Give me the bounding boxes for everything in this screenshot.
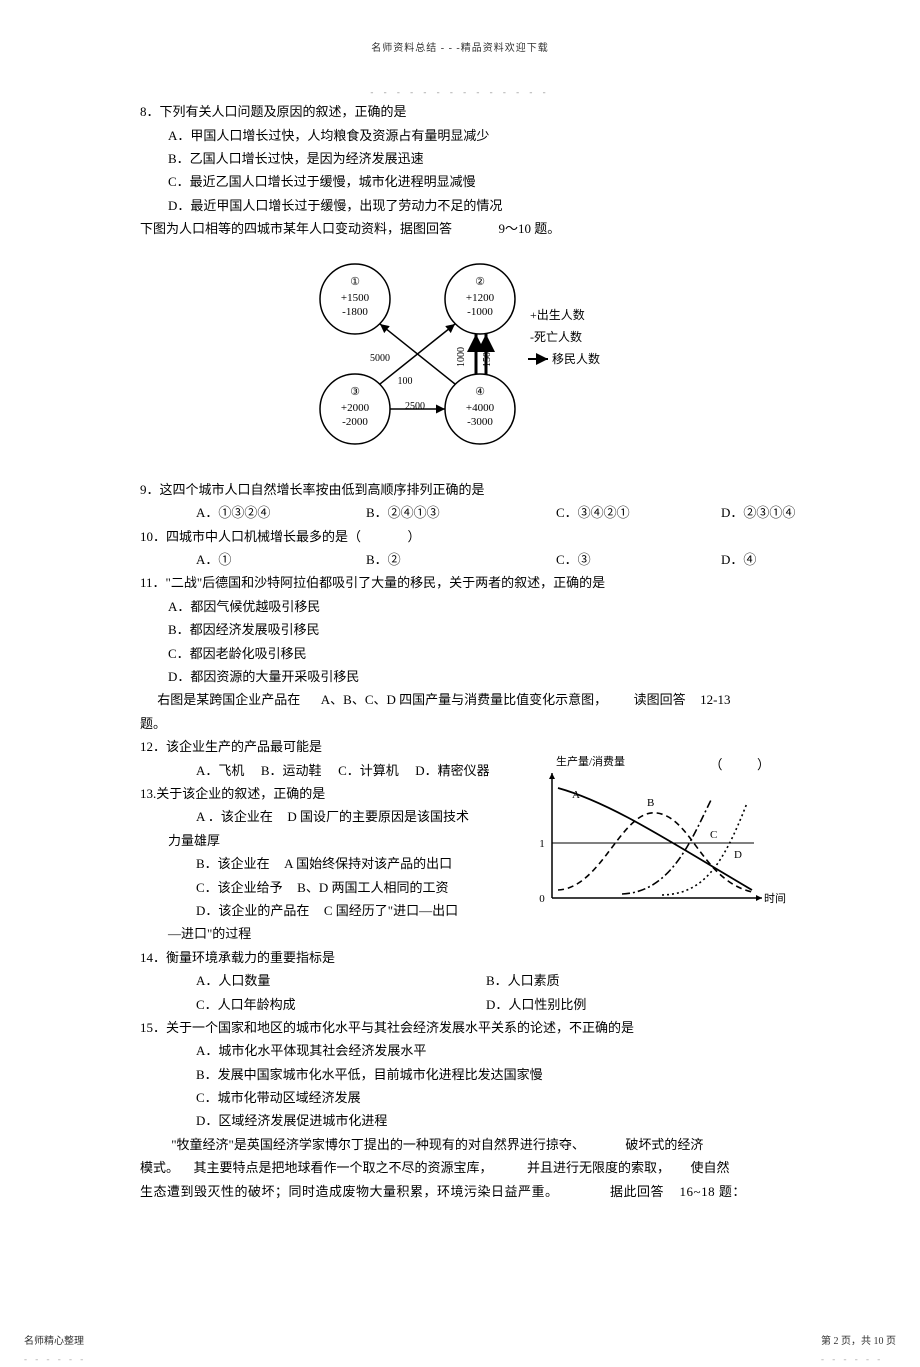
q12-opt-d: D．精密仪器 (415, 763, 489, 778)
svg-text:1: 1 (539, 838, 545, 850)
q12-13-section: 生产量/消费量10ABCD时间 12．该企业生产的产品最可能是 （ ） A．飞机… (140, 735, 780, 946)
q10-stem: 10．四城市中人口机械增长最多的是（ ） (140, 525, 780, 548)
svg-text:C: C (710, 829, 717, 841)
header-text: 名师资料总结 - - -精品资料欢迎下载 (140, 40, 780, 58)
page-footer: 名师精心整理 - - - - - - 第 2 页，共 10 页 - - - - … (0, 1333, 920, 1367)
q14-stem: 14．衡量环境承载力的重要指标是 (140, 946, 780, 969)
q15-opt-b: B．发展中国家城市化水平低，目前城市化进程比发达国家慢 (140, 1063, 780, 1086)
q14-row2: C．人口年龄构成 D．人口性别比例 (140, 993, 780, 1016)
svg-text:生产量/消费量: 生产量/消费量 (556, 754, 625, 768)
q10-opt-a: A．① (196, 548, 366, 571)
q14-opt-d: D．人口性别比例 (486, 993, 586, 1016)
intro-9-10: 下图为人口相等的四城市某年人口变动资料，据图回答 9～10 题。 (140, 217, 780, 240)
svg-text:+2000: +2000 (341, 402, 370, 414)
q9-options: A．①③②④ B．②④①③ C．③④②① D．②③①④ (140, 501, 780, 524)
q11-opt-d: D．都因资源的大量开采吸引移民 (140, 665, 780, 688)
q8-opt-d: D．最近甲国人口增长过于缓慢，出现了劳动力不足的情况 (140, 194, 780, 217)
svg-text:2500: 2500 (405, 401, 425, 412)
q10-opt-c: C．③ (556, 548, 721, 571)
q12-paren: （ ） (709, 753, 770, 776)
intro-9-10-text: 下图为人口相等的四城市某年人口变动资料，据图回答 (140, 221, 452, 236)
q10-stem-text: 10．四城市中人口机械增长最多的是（ (140, 529, 361, 544)
passage16-l1: "牧童经济"是英国经济学家博尔丁提出的一种现有的对自然界进行掠夺、 破坏式的经济 (140, 1133, 780, 1156)
svg-text:100: 100 (398, 376, 413, 387)
svg-text:5000: 5000 (370, 353, 390, 364)
svg-text:+1200: +1200 (466, 292, 495, 304)
svg-text:0: 0 (539, 893, 545, 905)
q15-opt-d: D．区域经济发展促进城市化进程 (140, 1109, 780, 1132)
q12-opt-a: A．飞机 (196, 763, 244, 778)
q11-stem: 11．"二战"后德国和沙特阿拉伯都吸引了大量的移民，关于两者的叙述，正确的是 (140, 571, 780, 594)
q8-opt-b: B．乙国人口增长过快，是因为经济发展迅速 (140, 147, 780, 170)
q11-opt-c: C．都因老龄化吸引移民 (140, 642, 780, 665)
q13-opt-b: B．该企业在 A 国始终保持对该产品的出口 (140, 852, 510, 875)
q13-opt-d-l1: D．该企业的产品在 C 国经历了"进口—出口 (140, 899, 510, 922)
page-content: 名师资料总结 - - -精品资料欢迎下载 - - - - - - - - - -… (0, 0, 920, 1263)
svg-text:-死亡人数: -死亡人数 (530, 329, 582, 344)
q8-opt-c: C．最近乙国人口增长过于缓慢，城市化进程明显减慢 (140, 170, 780, 193)
svg-text:+出生人数: +出生人数 (530, 307, 585, 322)
svg-text:移民人数: 移民人数 (552, 351, 600, 366)
svg-text:B: B (647, 797, 654, 809)
q8-opt-a: A．甲国人口增长过快，人均粮食及资源占有量明显减少 (140, 124, 780, 147)
q9-stem: 9．这四个城市人口自然增长率按由低到高顺序排列正确的是 (140, 478, 780, 501)
q10-options: A．① B．② C．③ D．④ (140, 548, 780, 571)
svg-text:时间: 时间 (764, 892, 786, 905)
svg-text:-1000: -1000 (467, 306, 493, 318)
svg-text:-3000: -3000 (467, 416, 493, 428)
q13-opt-c: C．该企业给予 B、D 两国工人相同的工资 (140, 876, 510, 899)
q15-opt-a: A．城市化水平体现其社会经济发展水平 (140, 1039, 780, 1062)
svg-text:1500: 1500 (482, 347, 493, 367)
intro-12-13-l1c: 读图回答 (634, 692, 686, 707)
footer-left: 名师精心整理 - - - - - - (24, 1333, 86, 1367)
q15-opt-c: C．城市化带动区域经济发展 (140, 1086, 780, 1109)
intro-12-13-l1b: A、B、C、D 四国产量与消费量比值变化示意图， (321, 692, 607, 707)
q10-opt-b: B．② (366, 548, 556, 571)
intro-12-13-l1: 右图是某跨国企业产品在 A、B、C、D 四国产量与消费量比值变化示意图， 读图回… (140, 688, 780, 711)
intro-12-13-l1d: 12-13 (700, 692, 730, 707)
q12-opt-c: C．计算机 (338, 763, 399, 778)
svg-text:④: ④ (475, 386, 485, 398)
q14-opt-c: C．人口年龄构成 (196, 993, 486, 1016)
q13-opt-a-l1: A ．该企业在 D 国设厂的主要原因是该国技术 (140, 805, 510, 828)
intro-12-13-l1a: 右图是某跨国企业产品在 (157, 692, 300, 707)
production-consumption-chart: 生产量/消费量 1 0 A B C D 时间 (530, 753, 790, 925)
q9-opt-d: D．②③①④ (721, 501, 795, 524)
intro-9-10-range: 9～10 题。 (499, 221, 561, 236)
footer-right: 第 2 页，共 10 页 - - - - - - (821, 1333, 896, 1367)
svg-text:+4000: +4000 (466, 402, 495, 414)
svg-text:-2000: -2000 (342, 416, 368, 428)
q9-opt-b: B．②④①③ (366, 501, 556, 524)
q10-paren: ） (408, 529, 421, 544)
q12-stem-text: 12．该企业生产的产品最可能是 (140, 739, 322, 754)
header-dashes: - - - - - - - - - - - - - - (140, 84, 780, 100)
q13-opt-d-l2: —进口"的过程 (140, 922, 510, 945)
q14-opt-a: A．人口数量 (196, 969, 486, 992)
q11-opt-a: A．都因气候优越吸引移民 (140, 595, 780, 618)
svg-text:A: A (572, 789, 580, 801)
q15-stem: 15．关于一个国家和地区的城市化水平与其社会经济发展水平关系的论述，不正确的是 (140, 1016, 780, 1039)
q14-opt-b: B．人口素质 (486, 969, 560, 992)
intro-12-13-l2: 题。 (140, 712, 780, 735)
q8-stem: 8．下列有关人口问题及原因的叙述，正确的是 (140, 100, 780, 123)
q12-opt-b: B．运动鞋 (261, 763, 322, 778)
svg-text:-1800: -1800 (342, 306, 368, 318)
q9-opt-a: A．①③②④ (196, 501, 366, 524)
svg-text:①: ① (350, 276, 360, 288)
svg-text:D: D (734, 849, 742, 861)
svg-text:1000: 1000 (456, 347, 467, 367)
passage16-l2: 模式。 其主要特点是把地球看作一个取之不尽的资源宝库， 并且进行无限度的索取， … (140, 1156, 780, 1179)
svg-text:②: ② (475, 276, 485, 288)
svg-text:③: ③ (350, 386, 360, 398)
q11-opt-b: B．都因经济发展吸引移民 (140, 618, 780, 641)
svg-text:+1500: +1500 (341, 292, 370, 304)
passage16-l3: 生态遭到毁灭性的破坏；同时造成废物大量积累，环境污染日益严重。 据此回答 16~… (140, 1180, 780, 1203)
four-cities-diagram: ① +1500 -1800 ② +1200 -1000 ③ +2000 -2000 ④ +4000 -… (140, 249, 780, 466)
q14-row1: A．人口数量 B．人口素质 (140, 969, 780, 992)
q10-opt-d: D．④ (721, 548, 756, 571)
q13-opt-a-l2: 力量雄厚 (140, 829, 510, 852)
q9-opt-c: C．③④②① (556, 501, 721, 524)
